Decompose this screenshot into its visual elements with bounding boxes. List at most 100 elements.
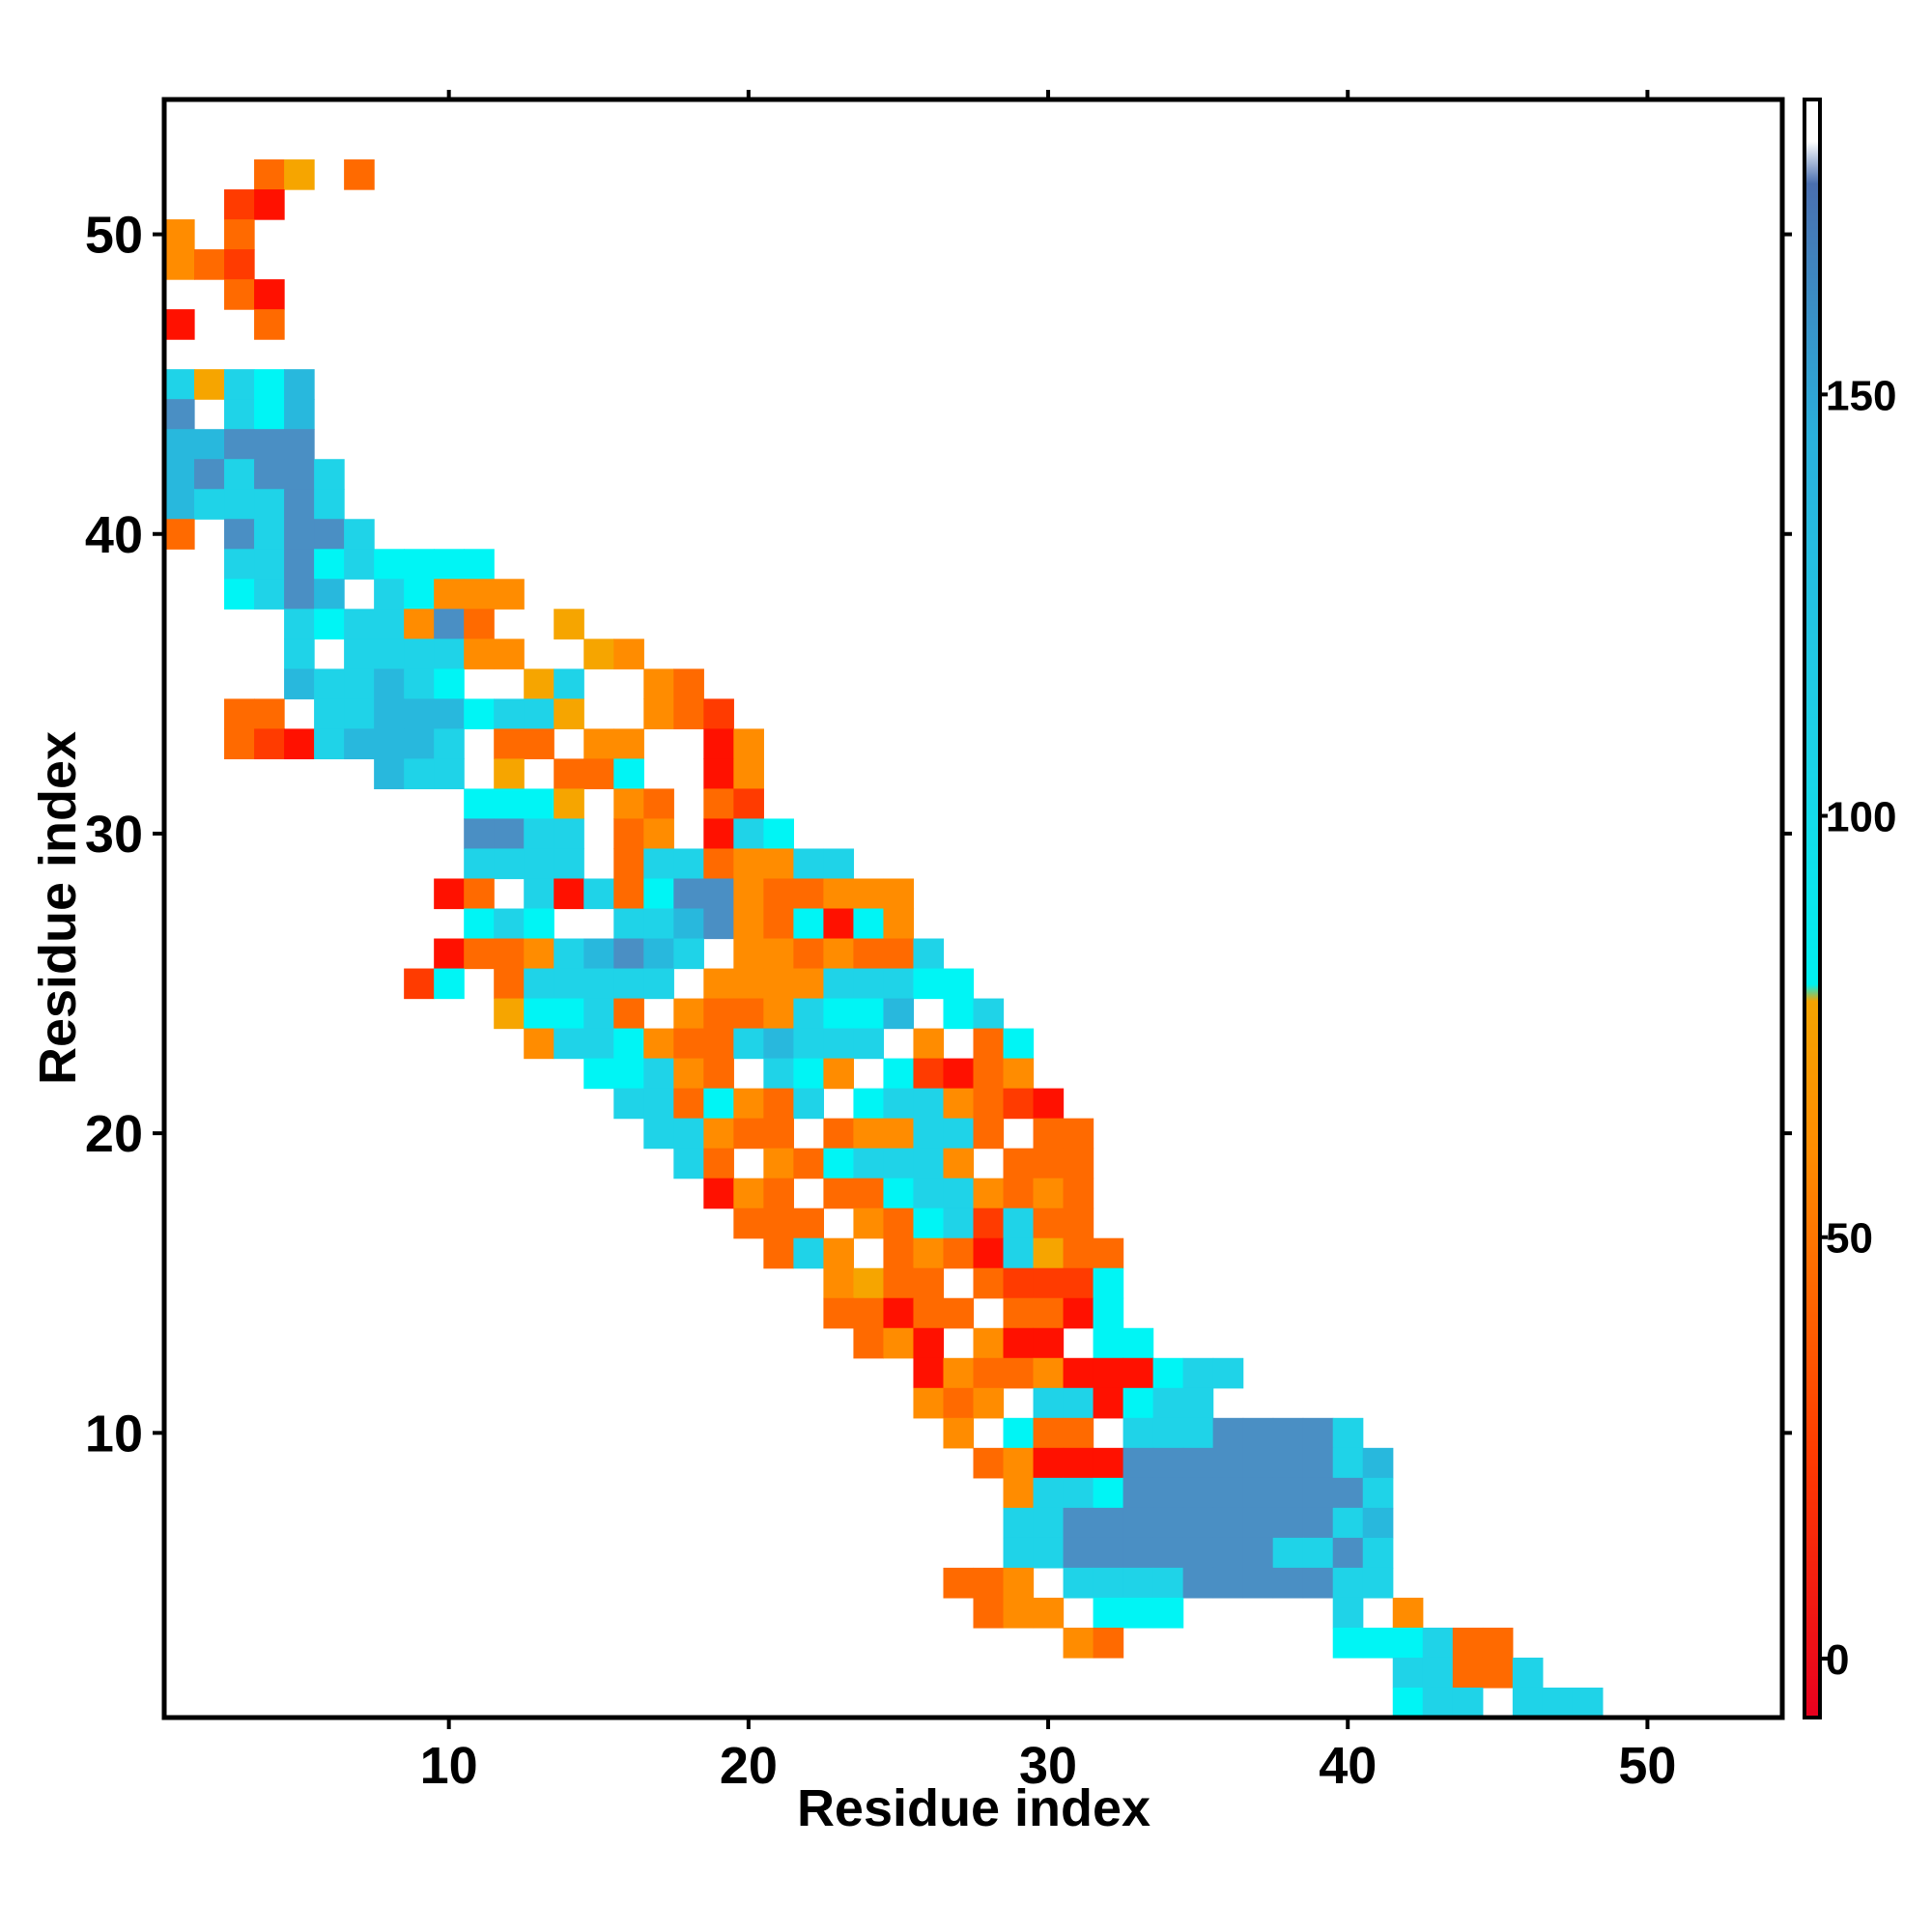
heatmap-cell: [494, 698, 525, 729]
heatmap-cell: [613, 938, 644, 970]
heatmap-cell: [1093, 1237, 1124, 1269]
heatmap-cell: [583, 878, 614, 910]
heatmap-cell: [883, 938, 915, 970]
heatmap-cell: [1182, 1387, 1214, 1419]
heatmap-cell: [254, 429, 285, 460]
heatmap-cell: [913, 1237, 945, 1269]
heatmap-cell: [673, 998, 704, 1030]
heatmap-cell: [793, 848, 825, 880]
heatmap-cell: [703, 1118, 734, 1150]
heatmap-cell: [703, 968, 734, 1000]
heatmap-cell: [613, 968, 644, 1000]
heatmap-cell: [1063, 1267, 1094, 1299]
heatmap-cell: [284, 399, 315, 430]
heatmap-cell: [973, 998, 1005, 1030]
heatmap-cell: [793, 908, 825, 940]
heatmap-cell: [1152, 1357, 1184, 1389]
heatmap-cell: [1063, 1447, 1094, 1479]
heatmap-cell: [254, 309, 285, 340]
heatmap-cell: [733, 1028, 764, 1060]
heatmap-cell: [973, 1267, 1005, 1299]
heatmap-cell: [284, 549, 315, 580]
heatmap-cell: [1003, 1028, 1035, 1060]
heatmap-cell: [1122, 1417, 1154, 1449]
heatmap-cell: [314, 579, 345, 610]
heatmap-cell: [1272, 1477, 1304, 1509]
heatmap-cell: [164, 489, 195, 520]
heatmap-cell: [1122, 1447, 1154, 1479]
heatmap-cell: [1033, 1357, 1065, 1389]
heatmap-cell: [284, 489, 315, 520]
heatmap-cell: [554, 668, 584, 699]
heatmap-cell: [643, 878, 674, 910]
heatmap-cell: [254, 519, 285, 550]
heatmap-cell: [973, 1567, 1005, 1599]
heatmap-cell: [1003, 1058, 1035, 1090]
heatmap-cell: [673, 938, 704, 970]
heatmap-cell: [1152, 1477, 1184, 1509]
heatmap-cell: [853, 968, 885, 1000]
heatmap-cell: [1332, 1537, 1364, 1569]
heatmap-cell: [943, 1118, 975, 1150]
heatmap-cell: [1512, 1657, 1544, 1689]
heatmap-cell: [883, 1327, 915, 1359]
heatmap-cell: [1332, 1597, 1364, 1629]
heatmap-cell: [973, 1088, 1005, 1120]
heatmap-cell: [883, 1148, 915, 1179]
heatmap-cell: [1033, 1387, 1065, 1419]
heatmap-cell: [284, 519, 315, 550]
x-tick-label: 10: [420, 1737, 478, 1795]
heatmap-cell: [823, 878, 855, 910]
heatmap-cell: [883, 1267, 915, 1299]
heatmap-cell: [1212, 1507, 1244, 1539]
heatmap-cell: [194, 369, 225, 400]
heatmap-cell: [1122, 1327, 1154, 1359]
heatmap-cell: [1302, 1567, 1334, 1599]
heatmap-cell: [1332, 1417, 1364, 1449]
heatmap-cell: [613, 758, 644, 790]
heatmap-cell: [1152, 1597, 1184, 1629]
heatmap-cell: [823, 1178, 855, 1209]
heatmap-cell: [733, 938, 764, 970]
heatmap-cell: [733, 1208, 764, 1239]
heatmap-cell: [284, 668, 315, 699]
heatmap-cell: [673, 1088, 704, 1120]
heatmap-cell: [524, 938, 554, 970]
heatmap-cell: [1152, 1507, 1184, 1539]
heatmap-cell: [1152, 1567, 1184, 1599]
heatmap-cell: [284, 579, 315, 610]
heatmap-cell: [1272, 1447, 1304, 1479]
heatmap-cell: [164, 429, 195, 460]
heatmap-cell: [554, 938, 584, 970]
heatmap-cell: [823, 1028, 855, 1060]
y-tick-label: 40: [85, 506, 143, 564]
heatmap-cell: [194, 459, 225, 490]
heatmap-cell: [643, 848, 674, 880]
heatmap-cell: [524, 668, 554, 699]
heatmap-cell: [943, 998, 975, 1030]
heatmap-cell: [1093, 1537, 1124, 1569]
heatmap-cells: [164, 159, 1604, 1719]
heatmap-cell: [494, 788, 525, 820]
heatmap-cell: [1212, 1477, 1244, 1509]
heatmap-cell: [1542, 1687, 1574, 1719]
heatmap-cell: [1272, 1507, 1304, 1539]
heatmap-cell: [613, 1028, 644, 1060]
heatmap-cell: [853, 1267, 885, 1299]
heatmap-cell: [314, 728, 345, 760]
heatmap-cell: [314, 549, 345, 580]
heatmap-cell: [344, 639, 375, 669]
heatmap-cell: [1182, 1477, 1214, 1509]
heatmap-cell: [1242, 1567, 1274, 1599]
heatmap-cell: [464, 908, 495, 940]
heatmap-cell: [643, 668, 674, 699]
heatmap-cell: [554, 998, 584, 1030]
heatmap-cell: [613, 878, 644, 910]
heatmap-cell: [224, 728, 255, 760]
heatmap-cell: [164, 309, 195, 340]
heatmap-cell: [703, 1178, 734, 1209]
heatmap-cell: [853, 938, 885, 970]
heatmap-cell: [853, 878, 885, 910]
heatmap-cell: [613, 1088, 644, 1120]
colorbar-tick-label: 0: [1826, 1636, 1849, 1684]
